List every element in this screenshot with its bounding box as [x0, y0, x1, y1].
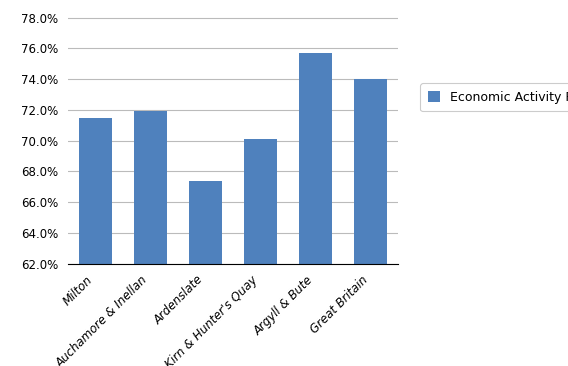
Legend: Economic Activity Rate: Economic Activity Rate: [420, 83, 568, 111]
Bar: [299, 53, 332, 366]
Bar: [244, 139, 277, 366]
Bar: [354, 79, 387, 366]
Bar: [134, 111, 167, 366]
Bar: [189, 180, 222, 366]
Bar: [79, 117, 112, 366]
